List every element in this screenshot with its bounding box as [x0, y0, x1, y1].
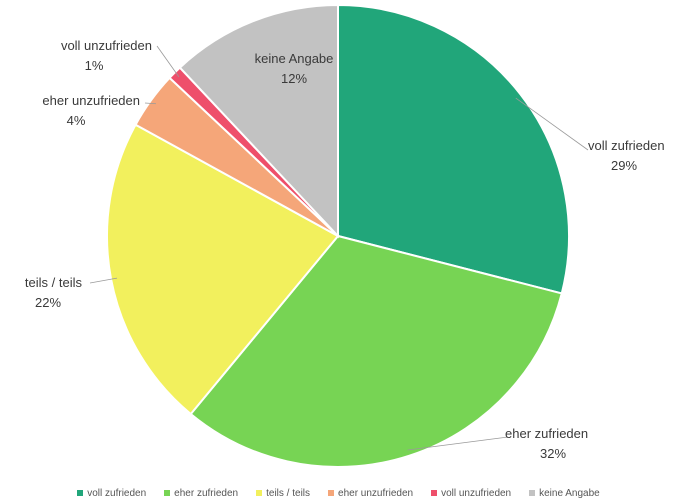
leader-lines	[89, 45, 589, 451]
data-label-value: 22%	[35, 295, 61, 310]
data-label-value: 29%	[611, 158, 637, 173]
leader-line	[156, 45, 180, 78]
legend-swatch	[431, 490, 438, 496]
data-label-value: 1%	[85, 58, 104, 73]
data-label-name: eher zufrieden	[505, 426, 588, 441]
data-label-name: eher unzufrieden	[42, 93, 140, 108]
legend-item: keine Angabe	[529, 485, 600, 501]
legend-label: keine Angabe	[539, 487, 600, 499]
legend-item: voll zufrieden	[77, 485, 146, 501]
leader-line	[89, 277, 118, 284]
legend-swatch	[328, 490, 335, 496]
legend: voll zufrieden eher zufrieden teils / teil…	[0, 485, 677, 501]
legend-item: voll unzufrieden	[431, 485, 511, 501]
legend-swatch	[77, 490, 84, 496]
legend-swatch	[256, 490, 263, 496]
leader-line	[144, 102, 156, 105]
pie-slices	[106, 3, 570, 468]
legend-label: voll unzufrieden	[441, 487, 512, 499]
legend-swatch	[164, 490, 171, 496]
legend-item: teils / teils	[256, 485, 310, 501]
leader-line	[515, 97, 589, 151]
legend-item: eher zufrieden	[164, 485, 238, 501]
leader-line	[407, 436, 509, 451]
data-label-name: teils / teils	[25, 275, 83, 290]
legend-label: voll zufrieden	[87, 487, 147, 499]
legend-label: teils / teils	[266, 487, 311, 499]
legend-item: eher unzufrieden	[328, 485, 413, 501]
data-label-value: 12%	[281, 71, 307, 86]
pie-slice-keine-angabe	[178, 3, 339, 239]
pie-slice-voll-zufrieden	[337, 3, 570, 295]
data-label-name: keine Angabe	[255, 51, 334, 66]
data-label-name: voll unzufrieden	[61, 38, 152, 53]
legend-label: eher unzufrieden	[338, 487, 414, 499]
legend-label: eher zufrieden	[174, 487, 239, 499]
data-label-name: voll zufrieden	[588, 138, 665, 153]
data-label-value: 4%	[67, 113, 86, 128]
data-label-value: 32%	[540, 446, 566, 461]
data-labels: voll zufrieden 29% eher zufrieden 32% teils …	[25, 38, 665, 461]
legend-swatch	[529, 490, 536, 496]
pie-slice-eher-zufrieden	[189, 234, 563, 468]
